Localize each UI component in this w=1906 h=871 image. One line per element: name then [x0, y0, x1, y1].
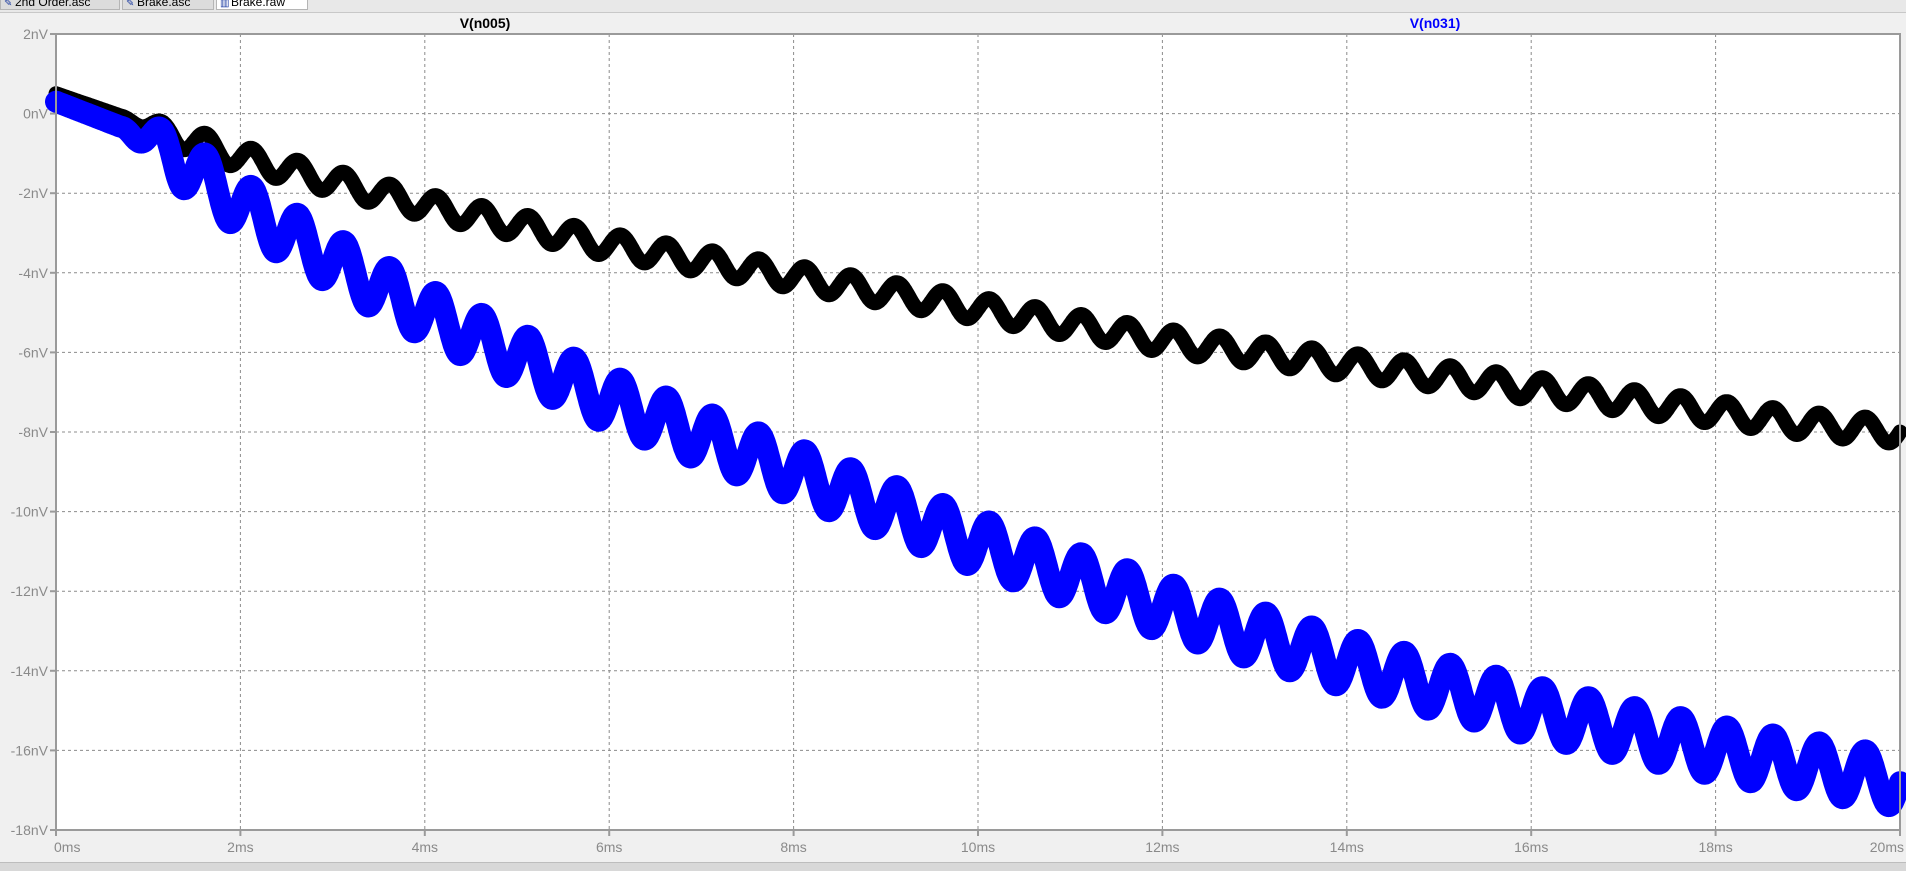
x-tick-label: 10ms: [961, 839, 995, 855]
y-tick-label: 0nV: [23, 106, 49, 122]
y-tick-label: -16nV: [11, 742, 49, 758]
x-axis-ticks: 0ms 2ms 4ms 6ms 8ms 10ms 12ms 14ms 16ms 18ms 20ms: [54, 830, 1904, 855]
tab-2nd-order[interactable]: ✎ 2nd Order.asc: [0, 0, 120, 10]
x-tick-label: 18ms: [1698, 839, 1732, 855]
trace-v-n005[interactable]: [48, 86, 1906, 451]
y-tick-label: -10nV: [11, 504, 49, 520]
tab-label: Brake.raw: [231, 0, 286, 9]
x-tick-label: 20ms: [1870, 839, 1904, 855]
document-tab-bar: ✎ 2nd Order.asc ✎ Brake.asc ▥ Brake.raw: [0, 0, 1906, 13]
y-tick-label: -4nV: [18, 265, 48, 281]
y-tick-label: 2nV: [23, 26, 49, 42]
y-axis-ticks: 2nV 0nV -2nV -4nV -6nV -8nV -10nV -12nV -14nV -16…: [11, 26, 56, 838]
trace-v-n031[interactable]: [45, 90, 1906, 818]
x-tick-label: 16ms: [1514, 839, 1548, 855]
traces: [45, 86, 1906, 818]
waveform-icon: ▥: [220, 0, 230, 9]
status-strip: [0, 862, 1906, 871]
y-tick-label: -14nV: [11, 663, 49, 679]
schematic-icon: ✎: [4, 0, 13, 9]
y-tick-label: -12nV: [11, 583, 49, 599]
tab-label: Brake.asc: [137, 0, 191, 9]
waveform-plot[interactable]: 2nV 0nV -2nV -4nV -6nV -8nV -10nV -12nV -14nV -16…: [0, 12, 1906, 862]
y-tick-label: -2nV: [18, 185, 48, 201]
x-tick-label: 8ms: [780, 839, 806, 855]
tab-brake-asc[interactable]: ✎ Brake.asc: [122, 0, 214, 10]
y-tick-label: -18nV: [11, 822, 49, 838]
x-tick-label: 2ms: [227, 839, 253, 855]
x-tick-label: 0ms: [54, 839, 80, 855]
schematic-icon: ✎: [126, 0, 135, 9]
x-tick-label: 4ms: [412, 839, 438, 855]
x-tick-label: 14ms: [1330, 839, 1364, 855]
x-tick-label: 12ms: [1145, 839, 1179, 855]
tab-brake-raw[interactable]: ▥ Brake.raw: [216, 0, 308, 10]
trace-label-v-n031[interactable]: V(n031): [1410, 15, 1461, 31]
trace-label-v-n005[interactable]: V(n005): [460, 15, 511, 31]
y-tick-label: -8nV: [18, 424, 48, 440]
y-tick-label: -6nV: [18, 344, 48, 360]
tab-label: 2nd Order.asc: [15, 0, 91, 9]
x-tick-label: 6ms: [596, 839, 622, 855]
